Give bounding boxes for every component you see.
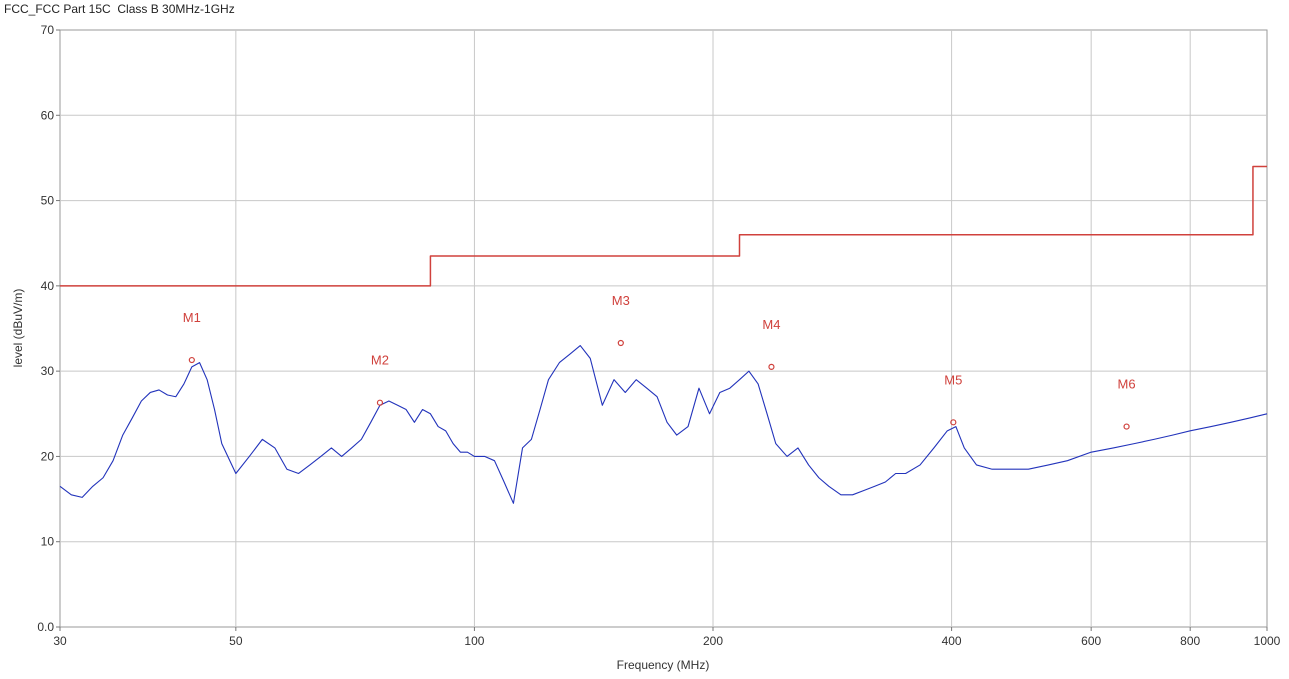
y-tick-label: 60 — [41, 108, 55, 122]
series-group — [59, 165, 1268, 504]
x-tick-label: 200 — [703, 634, 723, 648]
x-tick-label: 800 — [1180, 634, 1200, 648]
marker-label: M2 — [371, 353, 389, 368]
marker-point — [950, 419, 957, 426]
marker-label: M6 — [1118, 377, 1136, 392]
x-tick-label: 400 — [942, 634, 962, 648]
x-axis-ticks: 30 50 100 200 400 600 800 1000 — [53, 627, 1281, 648]
marker-point — [188, 356, 195, 364]
y-tick-label: 0.0 — [37, 620, 54, 634]
marker-label: M4 — [762, 317, 780, 332]
marker-point — [768, 363, 775, 370]
x-axis-label: Frequency (MHz) — [617, 658, 710, 672]
marker-group: M1 M2 M3 M4 M5 M6 — [183, 293, 1136, 430]
x-tick-label: 100 — [464, 634, 484, 648]
marker-point — [617, 339, 624, 347]
y-tick-label: 10 — [41, 535, 55, 549]
marker-label: M1 — [183, 310, 201, 325]
horizontal-gridlines — [60, 114, 1267, 543]
x-tick-label: 1000 — [1254, 634, 1281, 648]
x-tick-label: 30 — [53, 634, 67, 648]
marker-label: M3 — [612, 293, 630, 308]
vertical-gridlines — [235, 30, 1191, 627]
marker-label: M5 — [944, 372, 962, 387]
plot-area — [59, 29, 1268, 628]
y-tick-label: 40 — [41, 279, 55, 293]
page-title: FCC_FCC Part 15C Class B 30MHz-1GHz — [4, 2, 235, 16]
limit-line — [60, 165, 1267, 287]
y-tick-label: 70 — [41, 23, 55, 37]
marker-point — [1123, 423, 1130, 430]
marker-point — [376, 399, 384, 406]
y-tick-label: 20 — [41, 449, 55, 463]
x-tick-label: 600 — [1081, 634, 1101, 648]
y-axis-ticks: 0.0 10 20 30 40 50 60 70 — [37, 23, 60, 634]
x-tick-label: 50 — [229, 634, 243, 648]
y-axis-label: level (dBuV/m) — [11, 289, 25, 368]
y-tick-label: 30 — [41, 364, 55, 378]
y-tick-label: 50 — [41, 194, 55, 208]
measurement-line — [59, 345, 1268, 504]
